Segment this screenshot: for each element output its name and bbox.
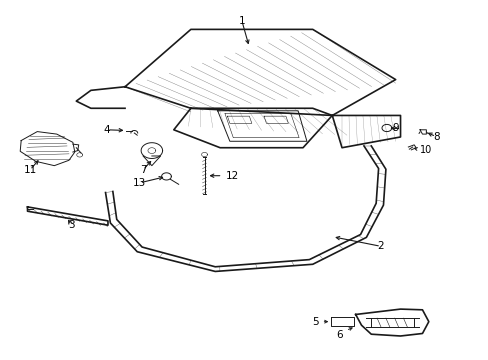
Text: 7: 7 (140, 165, 146, 175)
Text: 11: 11 (23, 165, 37, 175)
Text: 12: 12 (225, 171, 239, 181)
Text: 6: 6 (336, 330, 342, 340)
Text: 2: 2 (377, 241, 384, 251)
Text: 3: 3 (68, 220, 75, 230)
Text: 13: 13 (133, 178, 146, 188)
Text: 4: 4 (103, 125, 110, 135)
Text: 9: 9 (391, 123, 398, 133)
Text: 8: 8 (432, 132, 439, 141)
Text: 5: 5 (311, 317, 318, 327)
Text: 1: 1 (238, 17, 245, 27)
Text: 10: 10 (419, 145, 431, 155)
